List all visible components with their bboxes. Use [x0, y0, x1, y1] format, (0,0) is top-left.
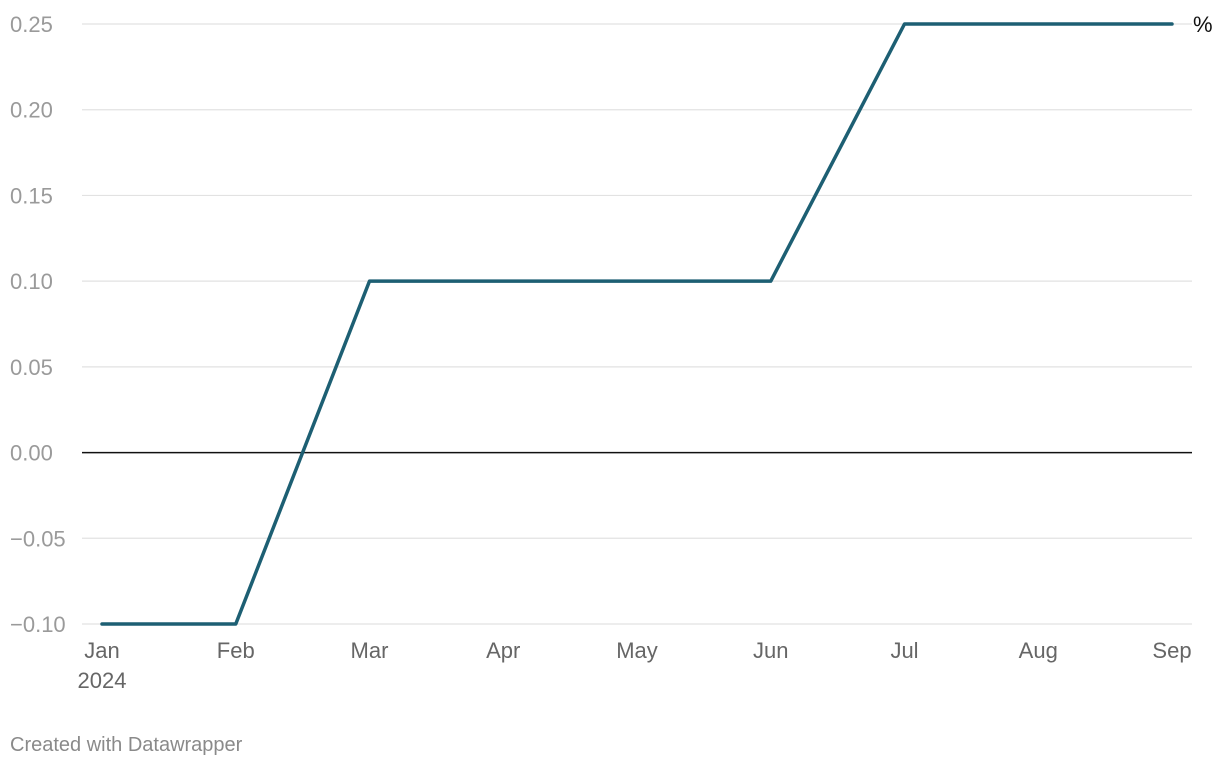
y-tick-label: 0.25 [10, 12, 53, 37]
gridlines [82, 23, 1192, 625]
series-layer [100, 22, 1174, 626]
y-tick-label: −0.10 [10, 612, 66, 637]
y-tick-label: 0.05 [10, 355, 53, 380]
y-tick-label: 0.15 [10, 183, 53, 208]
x-tick-label: May [616, 638, 658, 663]
x-tick-label: Mar [351, 638, 389, 663]
x-tick-label: Sep [1152, 638, 1191, 663]
x-tick-label: Jul [890, 638, 918, 663]
y-tick-label: −0.05 [10, 526, 66, 551]
x-tick-label: Feb [217, 638, 255, 663]
footer-credit: Created with Datawrapper [10, 734, 243, 756]
y-tick-label: 0.20 [10, 98, 53, 123]
x-tick-label: Apr [486, 638, 520, 663]
x-tick-label: Jun [753, 638, 788, 663]
x-tick-label: Aug [1019, 638, 1058, 663]
y-tick-label: 0.10 [10, 269, 53, 294]
unit-label: % [1193, 12, 1213, 37]
x-tick-label: Jan [84, 638, 119, 663]
x-tick-year-label: 2024 [78, 668, 127, 693]
y-tick-label: 0.00 [10, 441, 53, 466]
series-line [100, 22, 1174, 626]
x-axis-ticks: Jan Feb Mar Apr May Jun Jul Aug Sep 2024 [78, 638, 1192, 693]
y-axis-ticks: −0.10 −0.05 0.00 0.05 0.10 0.15 0.20 0.25 [10, 12, 66, 637]
